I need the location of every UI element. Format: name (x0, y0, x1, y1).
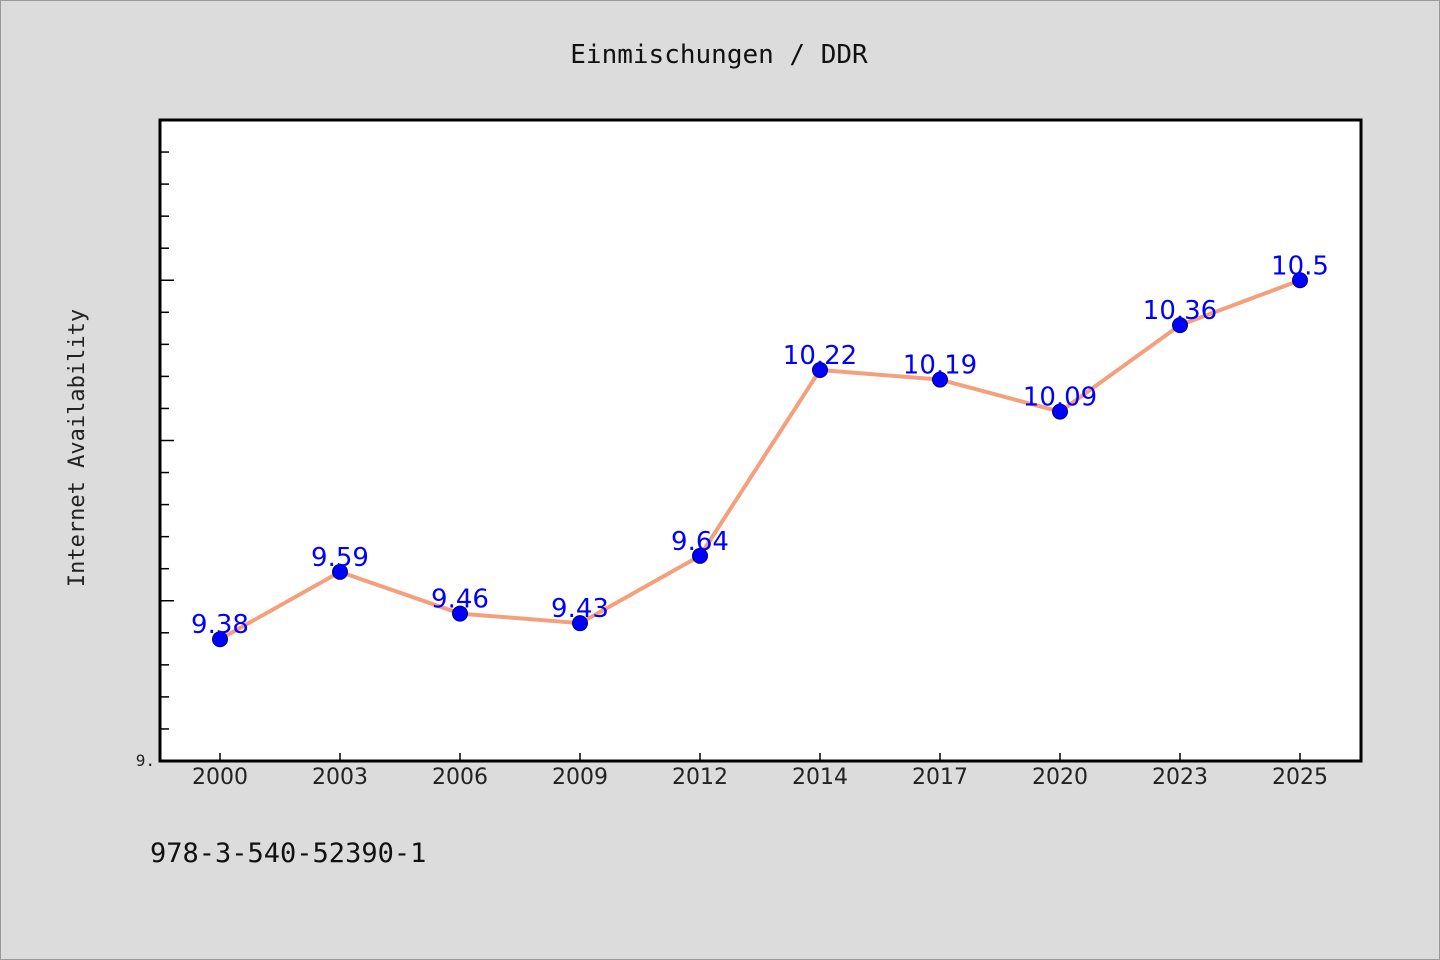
x-tick-label: 2000 (192, 765, 248, 790)
series-line (218, 278, 1302, 642)
x-tick-label: 2014 (792, 765, 848, 790)
data-label: 9.38 (191, 610, 249, 640)
plot-area (158, 118, 1363, 763)
data-label: 9.59 (311, 543, 369, 573)
x-tick-label: 2012 (672, 765, 728, 790)
data-label: 10.09 (1023, 383, 1097, 413)
x-tick-label: 2006 (432, 765, 488, 790)
series-markers (212, 272, 1308, 648)
data-label: 10.19 (903, 351, 977, 381)
y-tick-label: 9. (136, 751, 155, 770)
y-axis-label: Internet Availability (65, 309, 90, 587)
data-point (932, 371, 948, 388)
data-label: 10.5 (1271, 251, 1329, 281)
x-tick-label: 2003 (312, 765, 368, 790)
data-point (452, 605, 468, 622)
x-tick-label: 2025 (1272, 765, 1328, 790)
x-tick-label: 2020 (1032, 765, 1088, 790)
data-point (332, 563, 348, 580)
data-point (212, 631, 228, 648)
x-tick-label: 2017 (912, 765, 968, 790)
x-tick-label: 2023 (1152, 765, 1208, 790)
data-point (812, 361, 828, 378)
footer-isbn: 978-3-540-52390-1 (150, 838, 426, 869)
data-label: 9.43 (551, 594, 609, 624)
data-label: 10.36 (1143, 296, 1217, 326)
data-label: 9.46 (431, 585, 489, 615)
data-point (572, 615, 588, 632)
data-point (1172, 317, 1188, 334)
data-point (692, 547, 708, 564)
x-axis: 2000 2003 2006 2009 2012 2014 2017 2020 2023 2025 (192, 753, 1328, 790)
y-axis-ticks (160, 151, 174, 730)
x-tick-label: 2009 (552, 765, 608, 790)
series-line-group (218, 278, 1302, 642)
data-label: 10.22 (783, 341, 857, 371)
data-label: 9.64 (671, 527, 729, 557)
data-point (1292, 272, 1308, 289)
data-labels: 9.38 9.59 9.46 9.43 9.64 10.22 10.19 10.09 10.36… (191, 251, 1329, 640)
chart-title: Einmischungen / DDR (570, 40, 868, 70)
data-point (1052, 403, 1068, 420)
